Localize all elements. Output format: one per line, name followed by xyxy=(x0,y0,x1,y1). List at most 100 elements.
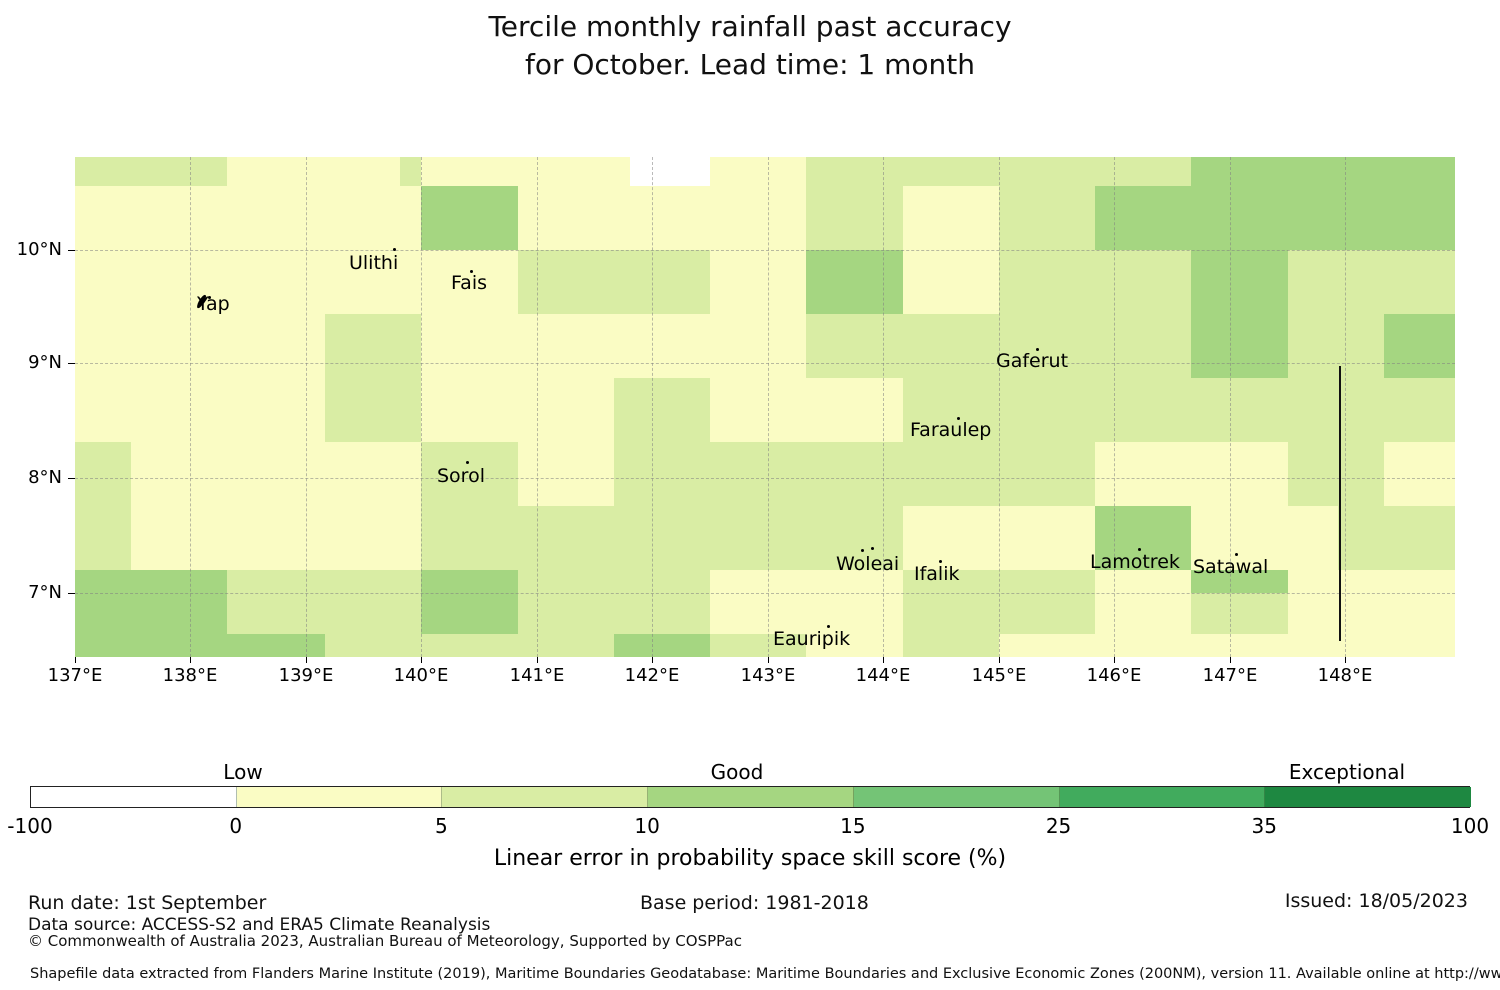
grid-cell xyxy=(75,570,131,634)
grid-cell xyxy=(1191,250,1288,314)
grid-cell xyxy=(75,634,131,657)
island-marker-icon xyxy=(957,417,960,420)
grid-cell xyxy=(614,442,710,506)
grid-cell xyxy=(75,157,131,186)
grid-cell xyxy=(1288,314,1384,378)
island-marker-icon xyxy=(466,461,469,464)
grid-cell xyxy=(999,378,1095,442)
x-tick-label: 144°E xyxy=(855,665,911,686)
grid-cell xyxy=(1095,186,1191,250)
grid-cell xyxy=(1384,250,1455,314)
grid-cell xyxy=(1095,506,1191,570)
chart-title-line2: for October. Lead time: 1 month xyxy=(524,48,976,81)
gridline-meridian xyxy=(999,157,1000,657)
x-tick-label: 138°E xyxy=(162,665,218,686)
y-tick-label: 9°N xyxy=(28,352,62,373)
colorbar-segment xyxy=(648,787,854,807)
x-tick-label: 142°E xyxy=(624,665,680,686)
grid-cell-patch xyxy=(614,157,630,186)
island-label-sorol: Sorol xyxy=(437,465,485,487)
gridline-meridian xyxy=(421,157,422,657)
grid-cell xyxy=(999,314,1095,378)
colorbar-tick-label: 10 xyxy=(634,814,660,838)
x-tick-label: 148°E xyxy=(1317,665,1373,686)
y-tick-mark xyxy=(68,478,75,479)
grid-cell xyxy=(903,442,999,506)
island-marker-icon xyxy=(939,560,942,563)
x-tick-mark xyxy=(999,657,1000,663)
grid-cell xyxy=(1191,378,1288,442)
island-label-lamotrek: Lamotrek xyxy=(1090,551,1180,573)
grid-cell xyxy=(1095,157,1191,186)
grid-cell xyxy=(1191,314,1288,378)
colorbar-tick-label: 0 xyxy=(229,814,243,838)
footer-run-date: Run date: 1st September xyxy=(28,892,267,914)
x-tick-label: 141°E xyxy=(509,665,565,686)
grid-cell xyxy=(903,634,999,657)
x-tick-label: 147°E xyxy=(1202,665,1258,686)
x-tick-mark xyxy=(190,657,191,663)
grid-cell xyxy=(806,506,903,570)
colorbar-tick-label: 15 xyxy=(840,814,866,838)
footer-issued: Issued: 18/05/2023 xyxy=(1284,890,1468,912)
y-tick-mark xyxy=(68,593,75,594)
eez-boundary-line xyxy=(1339,366,1341,641)
grid-cell xyxy=(903,570,999,634)
grid-cell xyxy=(614,157,710,186)
grid-cell xyxy=(710,442,806,506)
x-tick-label: 140°E xyxy=(393,665,449,686)
gridline-meridian xyxy=(537,157,538,657)
island-label-eauripik: Eauripik xyxy=(773,628,851,650)
colorbar-category-label: Exceptional xyxy=(1288,760,1406,784)
island-label-fais: Fais xyxy=(451,272,488,294)
y-tick-mark xyxy=(68,250,75,251)
grid-cell xyxy=(710,634,806,657)
x-tick-mark xyxy=(421,657,422,663)
x-tick-label: 137°E xyxy=(47,665,103,686)
gridline-meridian xyxy=(306,157,307,657)
grid-cell xyxy=(1288,157,1384,186)
grid-cell xyxy=(421,570,518,634)
grid-cell-patch xyxy=(400,157,421,186)
x-tick-label: 145°E xyxy=(971,665,1027,686)
grid-cell xyxy=(1288,186,1384,250)
grid-cell xyxy=(1288,442,1384,506)
colorbar-segment xyxy=(853,787,1060,807)
grid-cell xyxy=(999,186,1095,250)
colorbar-axis-label: Linear error in probability space skill … xyxy=(493,846,1007,871)
island-label-ifalik: Ifalik xyxy=(914,563,960,585)
island-label-woleai: Woleai xyxy=(836,553,900,575)
x-tick-mark xyxy=(1230,657,1231,663)
grid-cell xyxy=(806,314,903,378)
grid-cell xyxy=(518,250,614,314)
grid-cell xyxy=(325,314,421,378)
colorbar-category-label: Low xyxy=(223,760,263,784)
grid-cell xyxy=(1384,157,1455,186)
grid-cell xyxy=(806,157,903,186)
y-tick-label: 8°N xyxy=(28,467,62,488)
grid-cell xyxy=(75,442,131,506)
gridline-parallel xyxy=(75,250,1455,251)
x-tick-mark xyxy=(652,657,653,663)
chart-title-line1: Tercile monthly rainfall past accuracy xyxy=(488,10,1012,43)
grid-cell xyxy=(710,506,806,570)
gridline-meridian xyxy=(1114,157,1115,657)
island-marker-icon xyxy=(871,547,874,550)
grid-cell xyxy=(903,314,999,378)
grid-cell xyxy=(421,506,518,570)
colorbar-tick-label: 5 xyxy=(435,814,448,838)
island-label-faraulep: Faraulep xyxy=(910,419,992,441)
x-tick-mark xyxy=(1345,657,1346,663)
grid-cell xyxy=(1384,186,1455,250)
grid-cell xyxy=(131,157,227,186)
colorbar xyxy=(30,786,1471,808)
footer-base-period: Base period: 1981-2018 xyxy=(640,892,869,914)
colorbar-tick-label: 100 xyxy=(1450,814,1490,838)
grid-cell xyxy=(131,570,227,634)
grid-cell xyxy=(999,570,1095,634)
colorbar-tick-label: -100 xyxy=(7,814,53,838)
grid-cell xyxy=(1384,506,1455,570)
y-tick-label: 7°N xyxy=(28,582,62,603)
grid-cell xyxy=(518,634,614,657)
